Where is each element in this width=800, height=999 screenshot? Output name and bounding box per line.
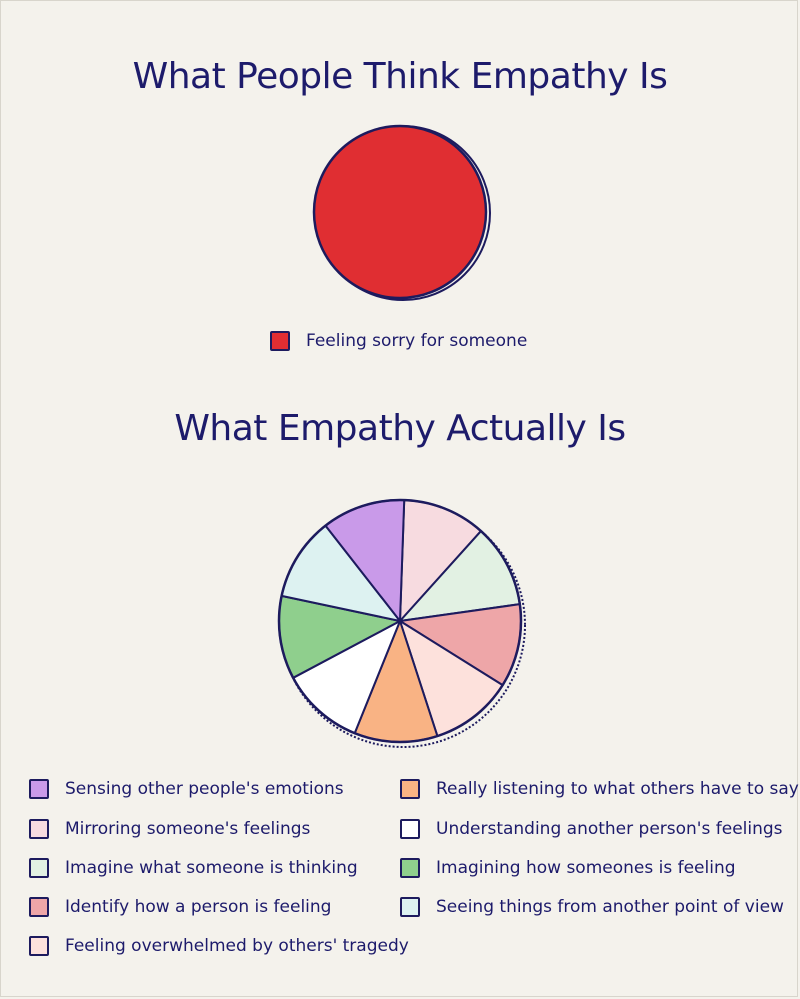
legend-label: Sensing other people's emotions [65,779,344,799]
legend-swatch [29,779,49,799]
legend-item-identify: Identify how a person is feeling [29,897,331,917]
legend-swatch [29,858,49,878]
legend-swatch [400,779,420,799]
legend-item-point-of-view: Seeing things from another point of view [400,897,784,917]
legend-item-imagine-thinking: Imagine what someone is thinking [29,858,358,878]
chart-title-think: What People Think Empathy Is [132,56,668,97]
pie-rim-shadow [280,502,526,748]
pie-slice-feeling-sorry-for-someone [312,124,488,300]
legend-item-understanding: Understanding another person's feelings [400,819,783,839]
legend-item-imagining-feeling: Imagining how someones is feeling [400,858,736,878]
legend-swatch [29,819,49,839]
pie-outline [277,498,523,744]
legend-label: Feeling overwhelmed by others' tragedy [65,936,409,956]
legend-label: Really listening to what others have to … [436,779,799,799]
legend-label: Imagining how someones is feeling [436,858,736,878]
legend-swatch [29,897,49,917]
legend-swatch [29,936,49,956]
legend-swatch [400,897,420,917]
legend-label: Understanding another person's feelings [436,819,783,839]
legend-item-overwhelmed: Feeling overwhelmed by others' tragedy [29,936,409,956]
pie-chart-actual [277,498,526,748]
legend-label: Mirroring someone's feelings [65,819,311,839]
legend-label: Imagine what someone is thinking [65,858,358,878]
legend-swatch [400,858,420,878]
legend-label: Seeing things from another point of view [436,897,784,917]
chart-title-actual: What Empathy Actually Is [174,408,626,449]
legend-label: Feeling sorry for someone [306,331,528,351]
pie-chart-think [312,124,491,301]
legend-item-sensing: Sensing other people's emotions [29,779,344,799]
legend-swatch [400,819,420,839]
legend-item-mirroring: Mirroring someone's feelings [29,819,310,839]
legend-item-feeling-sorry: Feeling sorry for someone [270,331,527,351]
legend-item-listening: Really listening to what others have to … [400,779,799,799]
legend-swatch [270,331,290,351]
legend-label: Identify how a person is feeling [65,897,332,917]
